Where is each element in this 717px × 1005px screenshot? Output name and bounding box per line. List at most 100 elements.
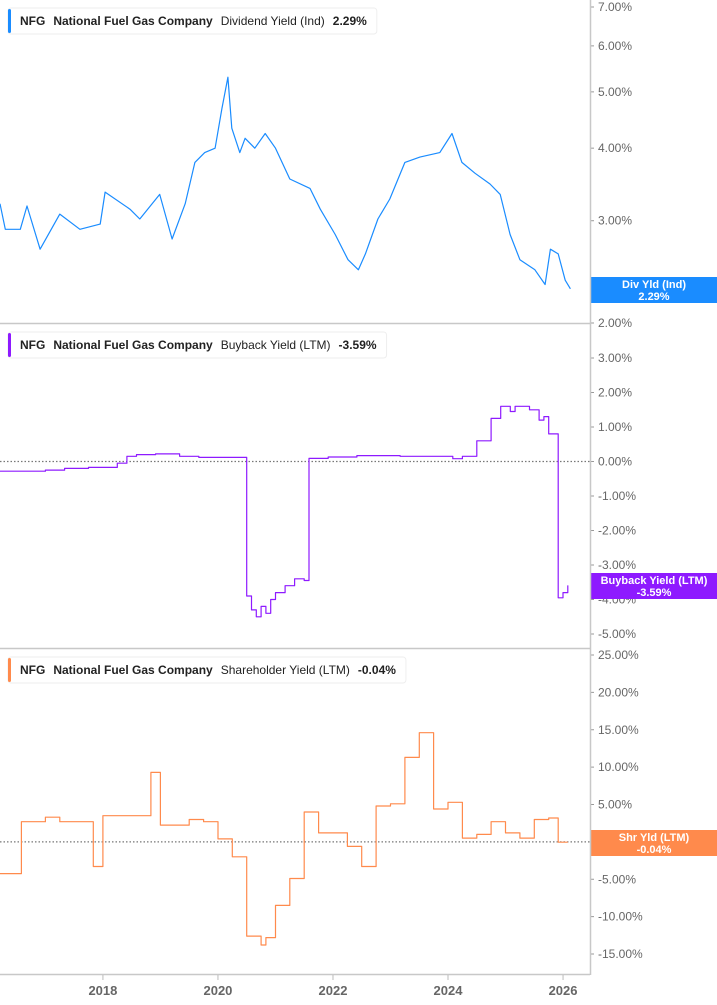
data-point xyxy=(88,467,89,468)
y-tick-label: 6.00% xyxy=(598,39,632,53)
y-tick-label: 4.00% xyxy=(598,141,632,155)
data-point xyxy=(389,198,390,199)
data-point xyxy=(289,178,290,179)
data-point xyxy=(320,209,321,210)
data-point xyxy=(204,152,205,153)
data-point xyxy=(20,229,21,230)
data-point xyxy=(45,817,46,818)
data-point xyxy=(100,224,101,225)
data-point xyxy=(390,803,391,804)
data-point xyxy=(59,214,60,215)
data-point xyxy=(562,592,563,593)
legend-ticker: NFG xyxy=(20,338,45,352)
x-axis: 2018 2020 2022 2024 2026 xyxy=(88,975,578,998)
y-tick-label: 0.00% xyxy=(598,455,632,469)
data-point xyxy=(265,133,266,134)
data-point xyxy=(452,458,453,459)
data-point xyxy=(275,592,276,593)
data-point xyxy=(510,411,511,412)
data-point xyxy=(102,815,103,816)
data-point xyxy=(294,578,295,579)
y-tick-label: 1.00% xyxy=(598,420,632,434)
data-point xyxy=(462,456,463,457)
data-point xyxy=(570,288,571,289)
legend-current-value: -3.59% xyxy=(339,338,377,352)
data-point xyxy=(404,162,405,163)
legend-company: National Fuel Gas Company xyxy=(53,663,213,677)
data-point xyxy=(376,805,377,806)
data-point xyxy=(231,128,232,129)
data-point xyxy=(491,418,492,419)
data-point xyxy=(548,817,549,818)
data-point xyxy=(150,772,151,773)
data-point xyxy=(377,218,378,219)
data-point xyxy=(117,463,118,464)
legend-metric: Shareholder Yield (LTM) xyxy=(221,663,350,677)
legend-current-value: -0.04% xyxy=(358,663,396,677)
data-point xyxy=(139,218,140,219)
data-point xyxy=(270,599,271,600)
data-point xyxy=(275,905,276,906)
data-point xyxy=(285,585,286,586)
data-point xyxy=(534,819,535,820)
data-point xyxy=(439,152,440,153)
data-point xyxy=(129,209,130,210)
data-point xyxy=(567,842,568,843)
x-tick-label: 2022 xyxy=(319,983,348,998)
data-point xyxy=(304,580,305,581)
data-point xyxy=(539,420,540,421)
data-point xyxy=(179,456,180,457)
data-point xyxy=(136,454,137,455)
data-point xyxy=(64,468,65,469)
data-point xyxy=(534,269,535,270)
data-point xyxy=(567,585,568,586)
data-point xyxy=(40,249,41,250)
data-point xyxy=(543,416,544,417)
data-point xyxy=(419,157,420,158)
data-point xyxy=(462,838,463,839)
data-point xyxy=(93,866,94,867)
y-tick-label: -1.00% xyxy=(598,489,636,503)
x-tick-label: 2024 xyxy=(434,983,464,998)
data-point xyxy=(221,108,222,109)
data-point xyxy=(59,821,60,822)
end-label-value: 2.29% xyxy=(638,291,669,303)
data-point xyxy=(217,838,218,839)
series-line xyxy=(0,76,571,290)
data-point xyxy=(476,834,477,835)
data-point xyxy=(239,152,240,153)
data-point xyxy=(335,234,336,235)
data-point xyxy=(545,284,546,285)
data-point xyxy=(194,162,195,163)
series-line xyxy=(0,405,569,618)
data-point xyxy=(358,269,359,270)
x-tick-label: 2020 xyxy=(203,983,232,998)
y-tick-label: 20.00% xyxy=(598,685,639,699)
data-point xyxy=(548,433,549,434)
data-point xyxy=(476,440,477,441)
data-point xyxy=(289,878,290,879)
data-point xyxy=(203,821,204,822)
data-point xyxy=(404,757,405,758)
legend-company: National Fuel Gas Company xyxy=(53,14,213,28)
data-point xyxy=(475,173,476,174)
data-point xyxy=(21,821,22,822)
data-point xyxy=(275,148,276,149)
data-point xyxy=(433,808,434,809)
data-point xyxy=(172,238,173,239)
data-point xyxy=(26,205,27,206)
data-point xyxy=(558,842,559,843)
data-point xyxy=(565,280,566,281)
series-line xyxy=(0,732,568,946)
data-point xyxy=(500,194,501,195)
data-point xyxy=(505,832,506,833)
end-label-value: -0.04% xyxy=(637,844,672,856)
y-tick-label: -10.00% xyxy=(598,910,643,924)
data-point xyxy=(185,203,186,204)
data-point xyxy=(461,162,462,163)
data-point xyxy=(155,453,156,454)
data-point xyxy=(232,856,233,857)
data-point xyxy=(356,455,357,456)
data-point xyxy=(256,616,257,617)
